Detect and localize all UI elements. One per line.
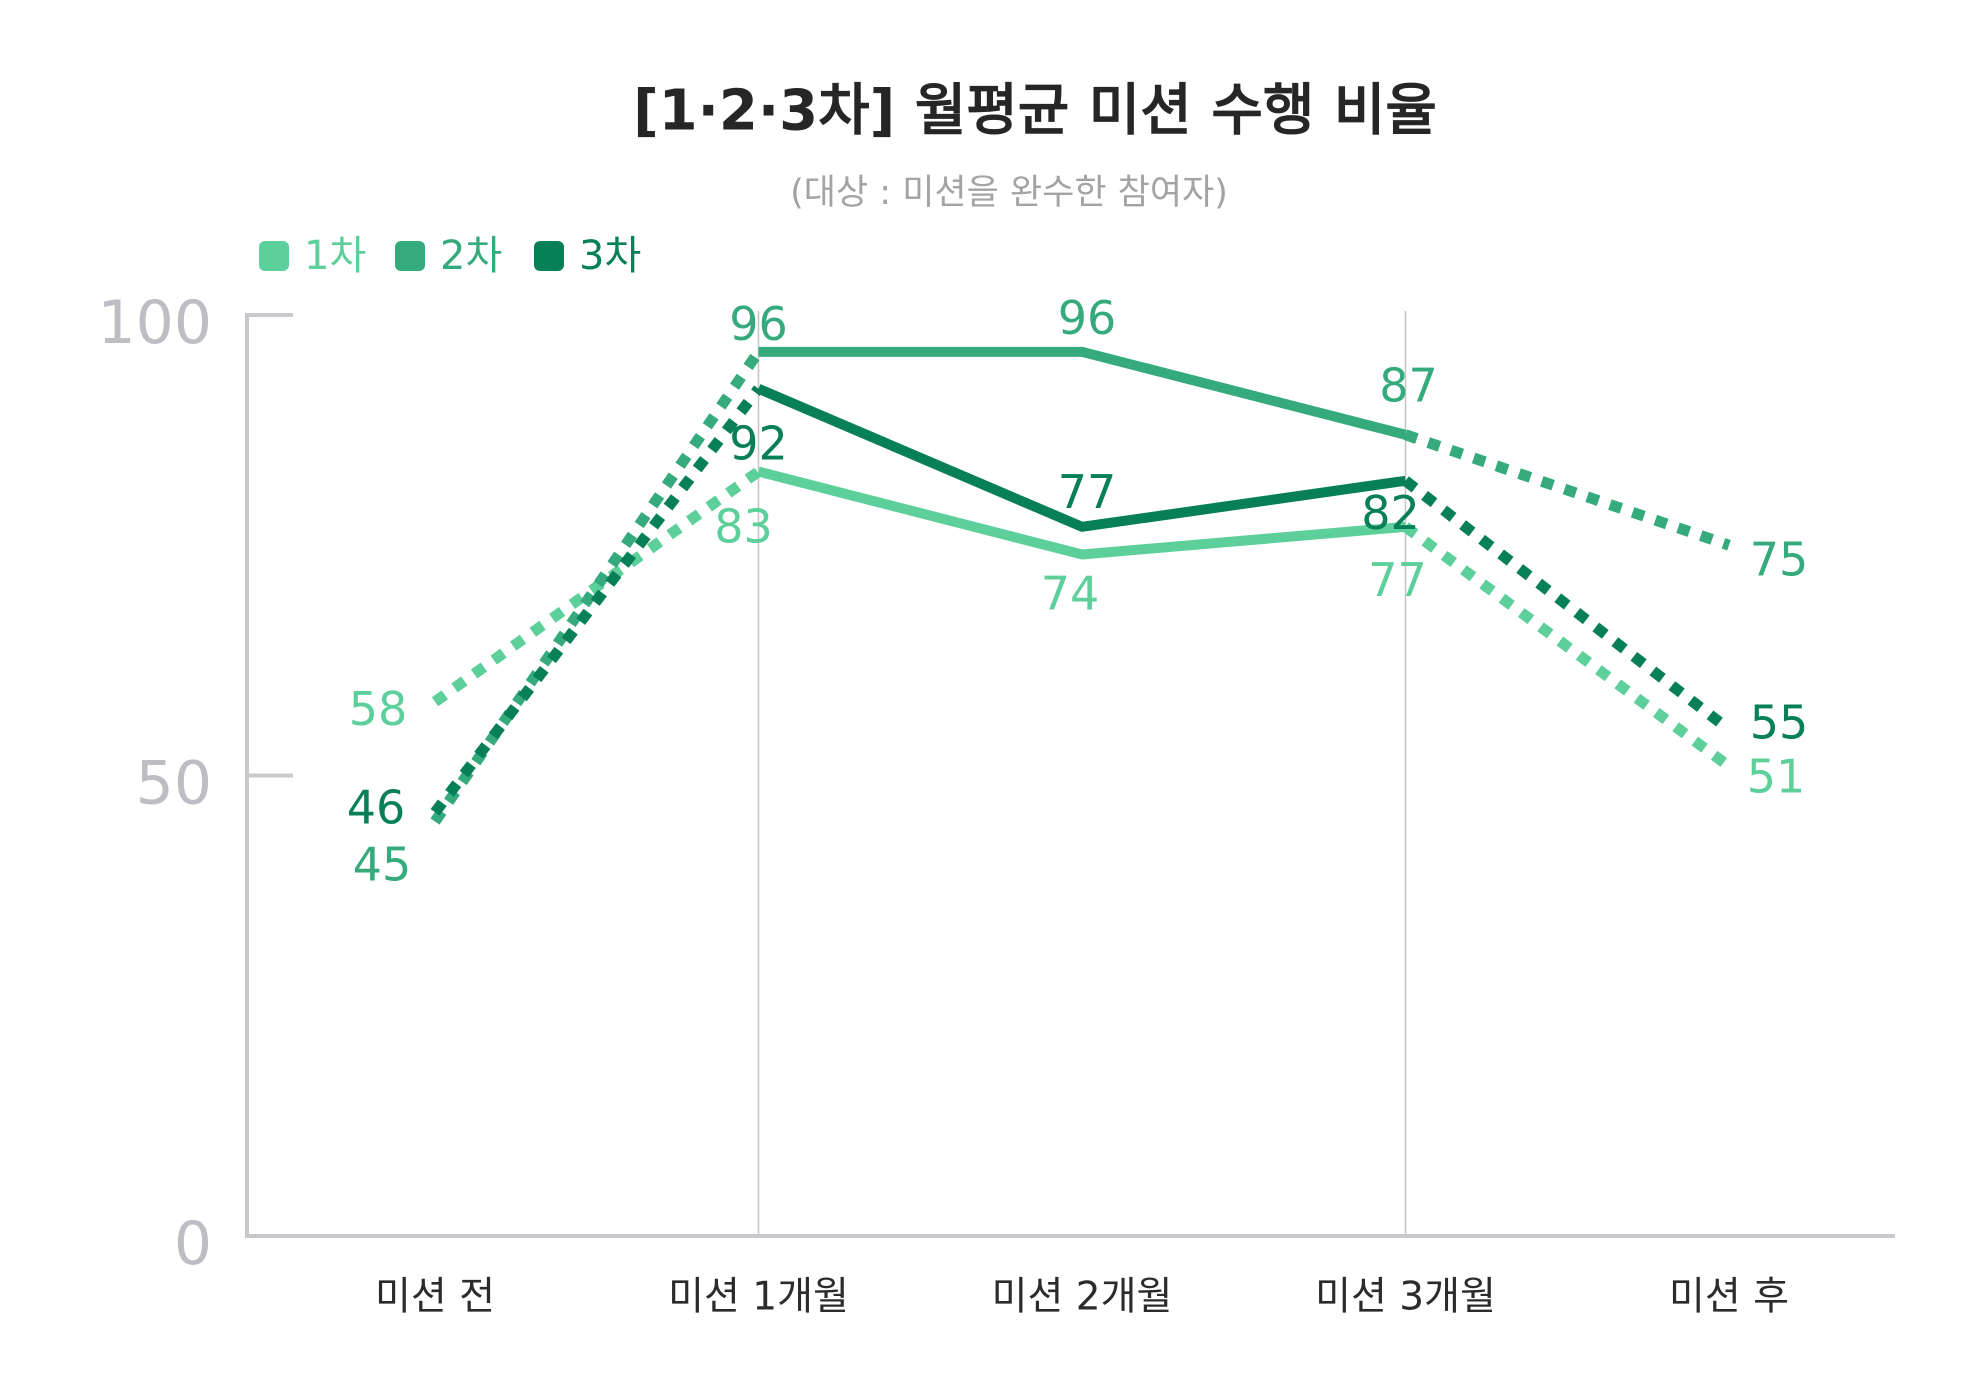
data-label: 51	[1747, 749, 1806, 803]
series-lines	[430, 346, 1733, 825]
data-label: 74	[1041, 566, 1100, 620]
legend-label: 1차	[304, 233, 366, 279]
y-tick-label: 100	[97, 288, 212, 358]
data-label: 46	[347, 780, 406, 834]
x-tick-label: 미션 1개월	[668, 1275, 849, 1320]
series-3-dotted-line	[1402, 476, 1733, 734]
legend-label: 2차	[440, 233, 502, 279]
x-tick-label: 미션 2개월	[992, 1275, 1173, 1320]
axes: 0 50 100 미션 전 미션 1개월 미션 2개월 미션 3개월 미션 후	[97, 288, 1895, 1320]
series-3-dotted-line	[430, 385, 763, 816]
reference-lines	[757, 311, 1407, 1236]
legend-label: 3차	[579, 233, 641, 279]
y-tick-label: 50	[136, 749, 212, 819]
data-label: 58	[349, 682, 408, 736]
chart-title: [1·2·3차] 월평균 미션 수행 비율	[633, 79, 1437, 144]
data-label: 92	[729, 417, 788, 471]
data-label: 96	[1058, 291, 1117, 345]
x-tick-label: 미션 전	[375, 1275, 495, 1320]
data-label: 83	[714, 500, 773, 554]
series-3-solid-line	[756, 384, 1407, 532]
series-1-dotted-line	[431, 467, 762, 707]
legend-swatch	[534, 241, 564, 271]
series-1-solid-line	[757, 466, 1406, 560]
data-label: 55	[1750, 695, 1809, 749]
legend-item-2: 2차	[395, 233, 502, 279]
data-labels: 58 83 74 77 51 45 96 96 87 75 46 92 77 82 55	[347, 291, 1809, 892]
series-2-dotted-line	[1403, 429, 1731, 551]
data-label: 77	[1368, 553, 1427, 607]
legend-item-3: 3차	[534, 233, 641, 279]
x-tick-label: 미션 3개월	[1315, 1275, 1496, 1320]
legend-swatch	[259, 241, 289, 271]
data-label: 75	[1750, 532, 1809, 586]
series-1-dotted-line	[1402, 522, 1733, 771]
data-label: 87	[1379, 359, 1438, 413]
data-label: 96	[729, 297, 788, 351]
data-label: 82	[1361, 486, 1420, 540]
legend-swatch	[395, 241, 425, 271]
legend: 1차 2차 3차	[259, 233, 641, 279]
series-2-solid-line	[758, 346, 1407, 440]
data-label: 77	[1058, 465, 1117, 519]
legend-item-1: 1차	[259, 233, 366, 279]
y-tick-label: 0	[174, 1209, 212, 1279]
chart-subtitle: (대상 : 미션을 완수한 참여자)	[790, 173, 1228, 213]
data-label: 45	[353, 838, 412, 892]
x-tick-label: 미션 후	[1669, 1275, 1789, 1320]
